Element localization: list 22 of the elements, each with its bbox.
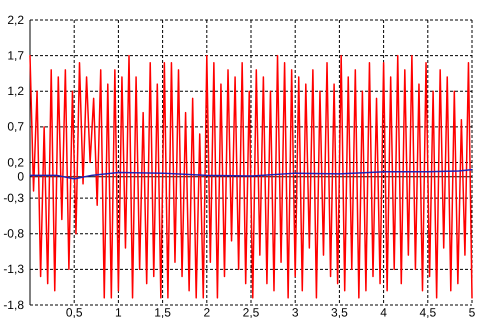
y-tick-label: 2,2: [7, 12, 24, 27]
x-tick-label: 2: [203, 306, 210, 320]
x-tick-label: 1: [115, 306, 122, 320]
x-tick-label: 3: [292, 306, 299, 320]
y-tick-label: 0,7: [7, 120, 24, 134]
y-tick-label: 0: [17, 170, 24, 184]
x-tick-label: 1,5: [154, 306, 172, 320]
y-tick-label: 1,2: [7, 84, 24, 98]
y-tick-label: -0,3: [3, 190, 24, 205]
y-tick-label: -1,8: [3, 298, 24, 312]
line-series: [29, 168, 473, 180]
line-series: [29, 54, 473, 299]
x-tick-label: 0,5: [66, 306, 83, 320]
x-tick-label: 2,5: [242, 306, 260, 320]
y-tick-label: -1,3: [3, 262, 24, 276]
x-tick-label: 4,5: [419, 306, 436, 320]
x-tick-label: 4: [380, 306, 388, 320]
y-tick-label: -0,8: [3, 226, 24, 241]
y-tick-label: 0,2: [7, 155, 24, 170]
x-tick-label: 5: [468, 306, 476, 320]
x-tick-label: 3,5: [331, 306, 348, 320]
y-tick-label: 1,7: [7, 48, 24, 62]
